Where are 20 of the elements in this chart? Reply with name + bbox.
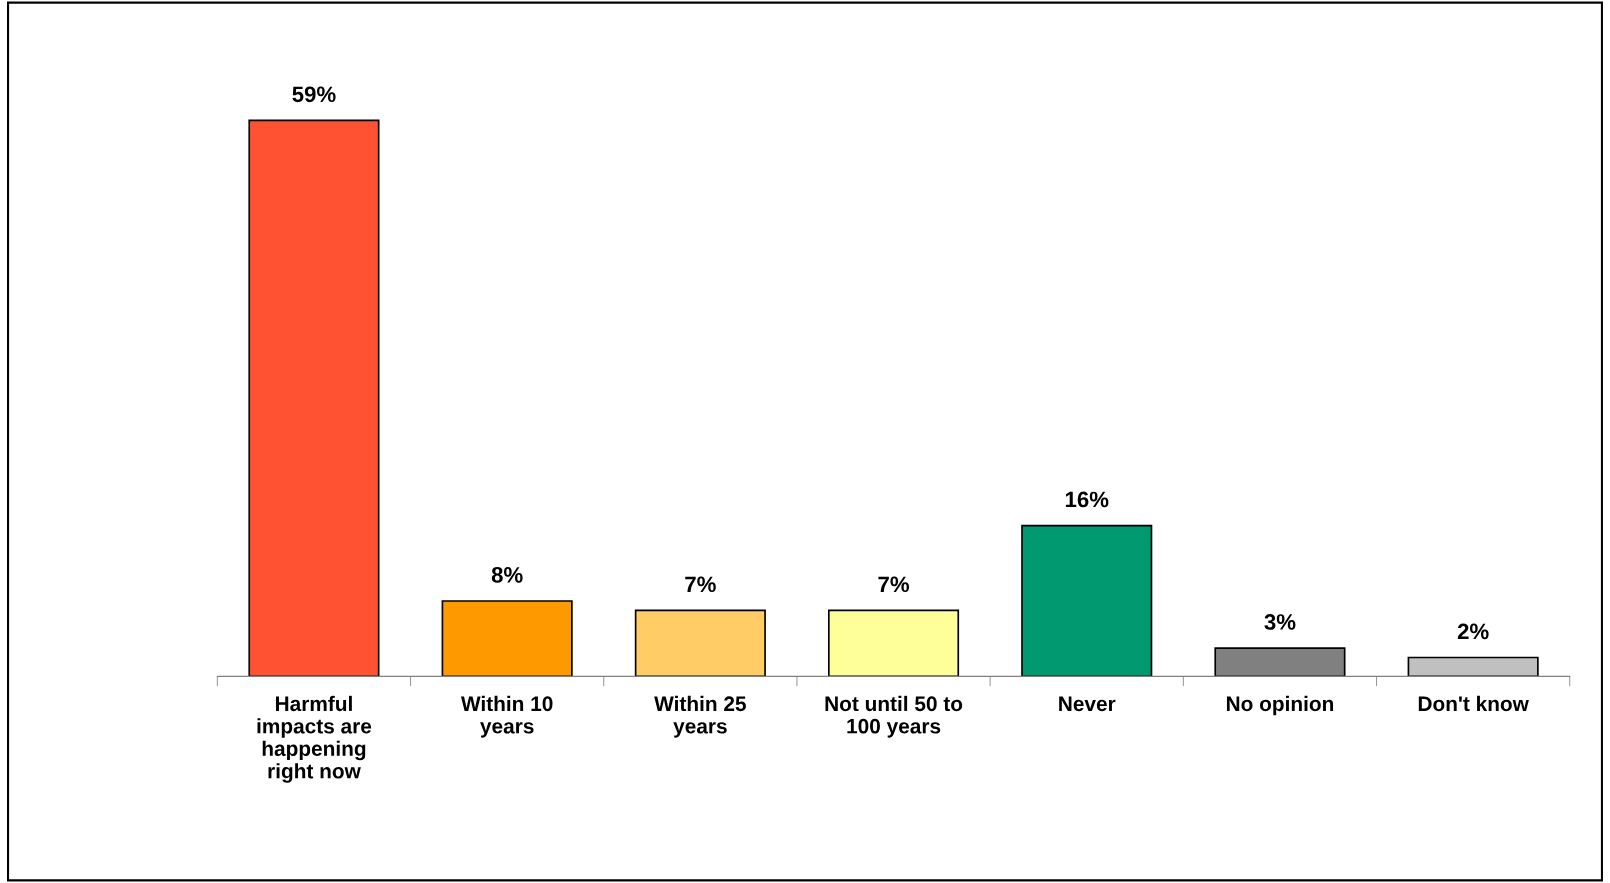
x-tick-label: Harmful impacts are happening right now (257, 695, 372, 783)
data-label: 7% (685, 576, 716, 593)
x-tick-label: Don't know (1418, 695, 1529, 712)
bar (248, 119, 380, 677)
bar (441, 600, 573, 677)
bar (634, 609, 766, 677)
data-label: 16% (1065, 491, 1109, 508)
x-tick-label: Within 10 years (460, 695, 553, 738)
bar (1407, 656, 1539, 677)
data-label: 2% (1457, 623, 1489, 640)
bar (827, 609, 960, 677)
x-tick-label: Not until 50 to 100 years (825, 695, 963, 738)
data-label: 59% (292, 86, 336, 103)
bar (1021, 524, 1153, 677)
data-label: 7% (878, 576, 910, 593)
x-tick-label: Within 25 years (654, 695, 746, 738)
x-tick-label: Never (1059, 696, 1116, 712)
data-label: 8% (491, 566, 523, 583)
data-label: 3% (1264, 614, 1296, 630)
x-tick-label: No opinion (1226, 695, 1334, 716)
